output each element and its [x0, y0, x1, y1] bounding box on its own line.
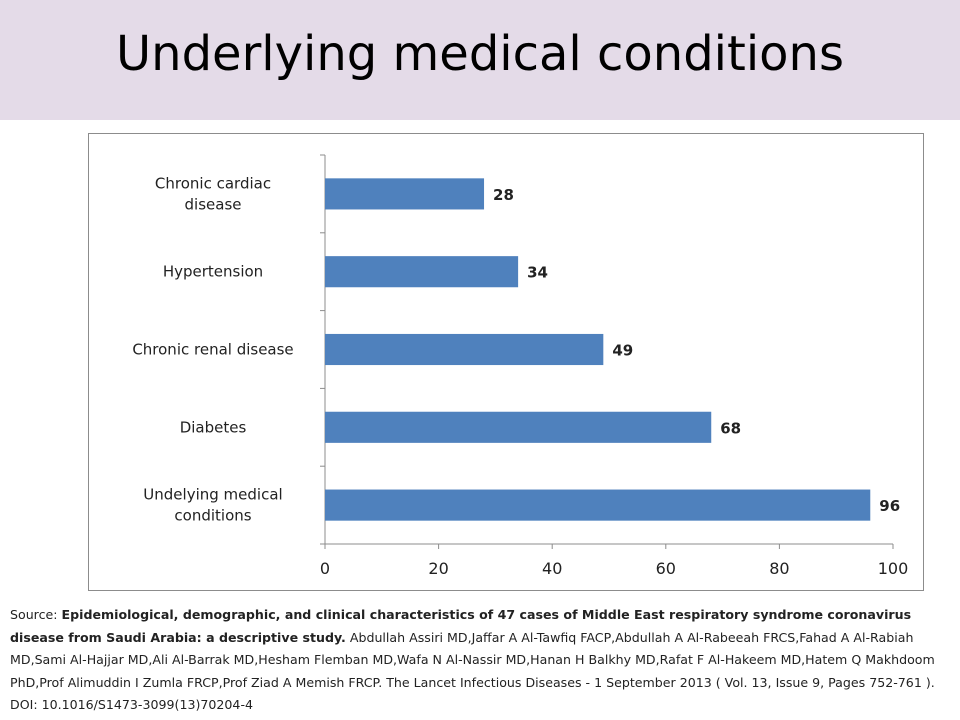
category-label-line: Chronic renal disease — [132, 341, 293, 359]
source-prefix: Source: — [10, 607, 62, 622]
bar — [325, 178, 485, 210]
x-tick-label: 60 — [656, 559, 676, 578]
category-label-line: Diabetes — [180, 418, 247, 436]
data-label: 28 — [493, 186, 514, 204]
category-label: Chronic cardiac disease — [155, 174, 271, 213]
slide-title: Underlying medical conditions — [116, 26, 844, 82]
bar — [325, 256, 519, 288]
source-article-title: Epidemiological, demographic, and clinic… — [10, 607, 912, 645]
x-tick-label: 20 — [428, 559, 448, 578]
category-label-line: Hypertension — [163, 263, 263, 281]
bar — [325, 333, 604, 366]
data-label: 34 — [527, 264, 548, 282]
data-label: 49 — [612, 342, 633, 360]
category-label: Diabetes — [180, 418, 247, 436]
data-label: 68 — [720, 419, 741, 437]
category-label-line: Chronic cardiac — [155, 174, 271, 192]
category-label-line: Undelying medical — [143, 486, 282, 504]
x-tick-label: 0 — [320, 559, 330, 578]
source-authors-journal: Abdullah Assiri MD,Jaffar A Al-Tawfiq FA… — [10, 629, 935, 713]
x-tick-label: 40 — [542, 559, 562, 578]
category-label: Undelying medical conditions — [143, 486, 282, 525]
category-label-line: conditions — [174, 507, 251, 525]
bar — [325, 489, 871, 521]
category-label-line: disease — [185, 195, 242, 213]
x-tick-label: 80 — [769, 559, 789, 578]
bar — [325, 411, 712, 443]
category-label: Chronic renal disease — [132, 341, 293, 359]
title-band — [0, 0, 960, 120]
x-tick-label: 100 — [878, 559, 909, 578]
category-label: Hypertension — [163, 263, 263, 281]
data-label: 96 — [879, 497, 900, 515]
source-citation: Source: Epidemiological, demographic, an… — [10, 604, 954, 717]
